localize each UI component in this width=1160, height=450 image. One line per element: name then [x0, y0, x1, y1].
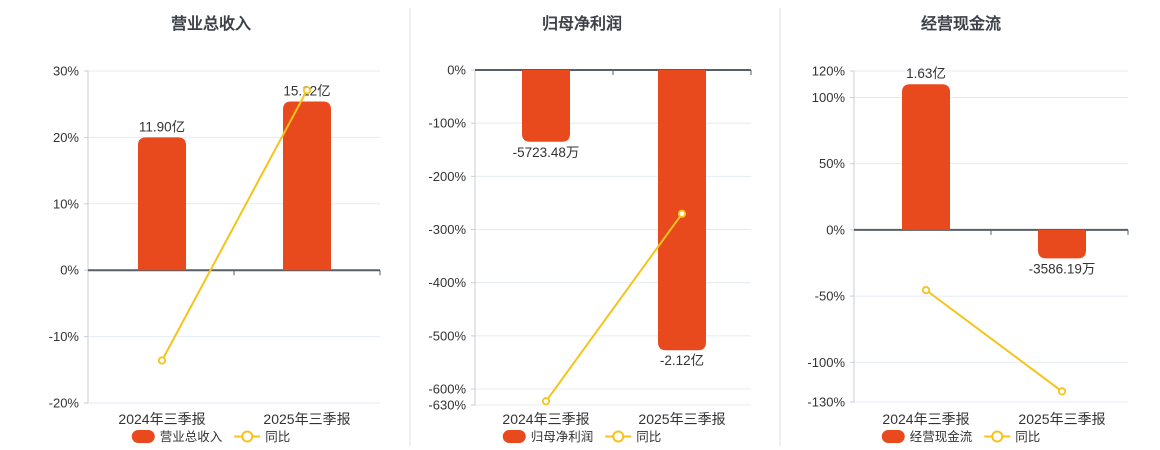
net-profit-legend-bar-swatch[interactable] [502, 430, 526, 443]
net-profit-legend: 归母净利润 同比 [502, 430, 661, 444]
revenue-category-label-2025: 2025年三季报 [263, 411, 350, 427]
cash-flow-yoy-point-2024[interactable] [921, 286, 931, 295]
revenue-y-axis-tick-label: 10% [53, 196, 79, 211]
revenue-yoy-point-2024[interactable] [157, 356, 167, 365]
net-profit-legend-line-marker[interactable] [612, 430, 625, 443]
net-profit-bar-2024[interactable] [522, 70, 570, 142]
net-profit-y-axis-tick-label: -200% [428, 169, 466, 184]
revenue-y-axis-tick-label: 30% [53, 64, 79, 79]
revenue-yoy-point-2025[interactable] [302, 86, 312, 95]
cash-flow-y-axis-tick-label: 50% [819, 156, 845, 171]
cash-flow-y-axis-tick-label: -100% [807, 355, 845, 370]
net-profit-category-label-2025: 2025年三季报 [638, 411, 725, 427]
net-profit-y-axis-tick-label: -100% [428, 116, 466, 131]
revenue-bar-value-label-2024: 11.90亿 [139, 119, 185, 134]
revenue-y-axis-tick-label: 0% [60, 263, 79, 278]
cash-flow-category-label-2025: 2025年三季报 [1018, 411, 1105, 427]
net-profit-yoy-point-2025[interactable] [677, 209, 687, 218]
cash-flow-legend-bar-label[interactable]: 经营现金流 [910, 429, 973, 444]
net-profit-y-axis-tick-label: 0% [447, 63, 466, 78]
net-profit-bar-value-label-2025: -2.12亿 [660, 353, 704, 368]
cash-flow-yoy-line[interactable] [925, 289, 1063, 393]
revenue-legend: 营业总收入 同比 [131, 430, 290, 444]
cash-flow-y-axis-tick-label: -130% [807, 395, 845, 410]
cash-flow-yoy-point-2025[interactable] [1057, 387, 1067, 396]
cash-flow-chart-title: 经营现金流 [921, 14, 1001, 33]
net-profit-yoy-line[interactable] [545, 213, 683, 402]
net-profit-legend-line-label[interactable]: 同比 [636, 430, 661, 444]
net-profit-bar-value-label-2024: -5723.48万 [513, 145, 580, 160]
revenue-y-axis-tick-label: 20% [53, 130, 79, 145]
cash-flow-bar-value-label-2024: 1.63亿 [906, 66, 946, 81]
net-profit-chart-title: 归母净利润 [542, 14, 622, 33]
revenue-category-label-2024: 2024年三季报 [118, 411, 205, 427]
revenue-y-axis-tick-label: -20% [49, 396, 80, 411]
cash-flow-legend-line-label[interactable]: 同比 [1015, 430, 1040, 444]
net-profit-y-axis-tick-label: -400% [428, 275, 466, 290]
net-profit-y-axis-tick-label: -300% [428, 222, 466, 237]
revenue-legend-bar-swatch[interactable] [131, 430, 155, 443]
cash-flow-y-axis-tick-label: 120% [812, 64, 846, 79]
net-profit-y-axis-tick-label: -500% [428, 328, 466, 343]
revenue-legend-line-label[interactable]: 同比 [265, 430, 290, 444]
cash-flow-y-axis-tick-label: 0% [826, 222, 845, 237]
cash-flow-legend-bar-swatch[interactable] [881, 430, 905, 443]
revenue-chart-title: 营业总收入 [171, 14, 251, 33]
cash-flow-bar-2024[interactable] [902, 84, 950, 230]
revenue-bar-2024[interactable] [138, 137, 186, 271]
revenue-legend-bar-label[interactable]: 营业总收入 [160, 430, 223, 444]
cash-flow-bar-value-label-2025: -3586.19万 [1029, 261, 1096, 276]
revenue-bar-2025[interactable] [283, 101, 331, 271]
net-profit-yoy-point-2024[interactable] [541, 397, 551, 406]
revenue-legend-line-marker[interactable] [241, 430, 254, 443]
revenue-yoy-line[interactable] [161, 89, 308, 361]
net-profit-category-label-2024: 2024年三季报 [502, 411, 589, 427]
cash-flow-bar-2025[interactable] [1038, 229, 1086, 259]
cash-flow-category-label-2024: 2024年三季报 [882, 411, 969, 427]
cash-flow-y-axis-tick-label: 100% [812, 90, 846, 105]
net-profit-legend-bar-label[interactable]: 归母净利润 [531, 430, 594, 444]
cash-flow-legend: 经营现金流 同比 [881, 429, 1040, 444]
cash-flow-legend-line-marker[interactable] [991, 430, 1004, 443]
net-profit-y-axis-tick-label: -600% [428, 382, 466, 397]
net-profit-y-axis-tick-label: -630% [428, 398, 466, 413]
revenue-y-axis-tick-label: -10% [49, 329, 80, 344]
cash-flow-y-axis-tick-label: -50% [815, 289, 846, 304]
